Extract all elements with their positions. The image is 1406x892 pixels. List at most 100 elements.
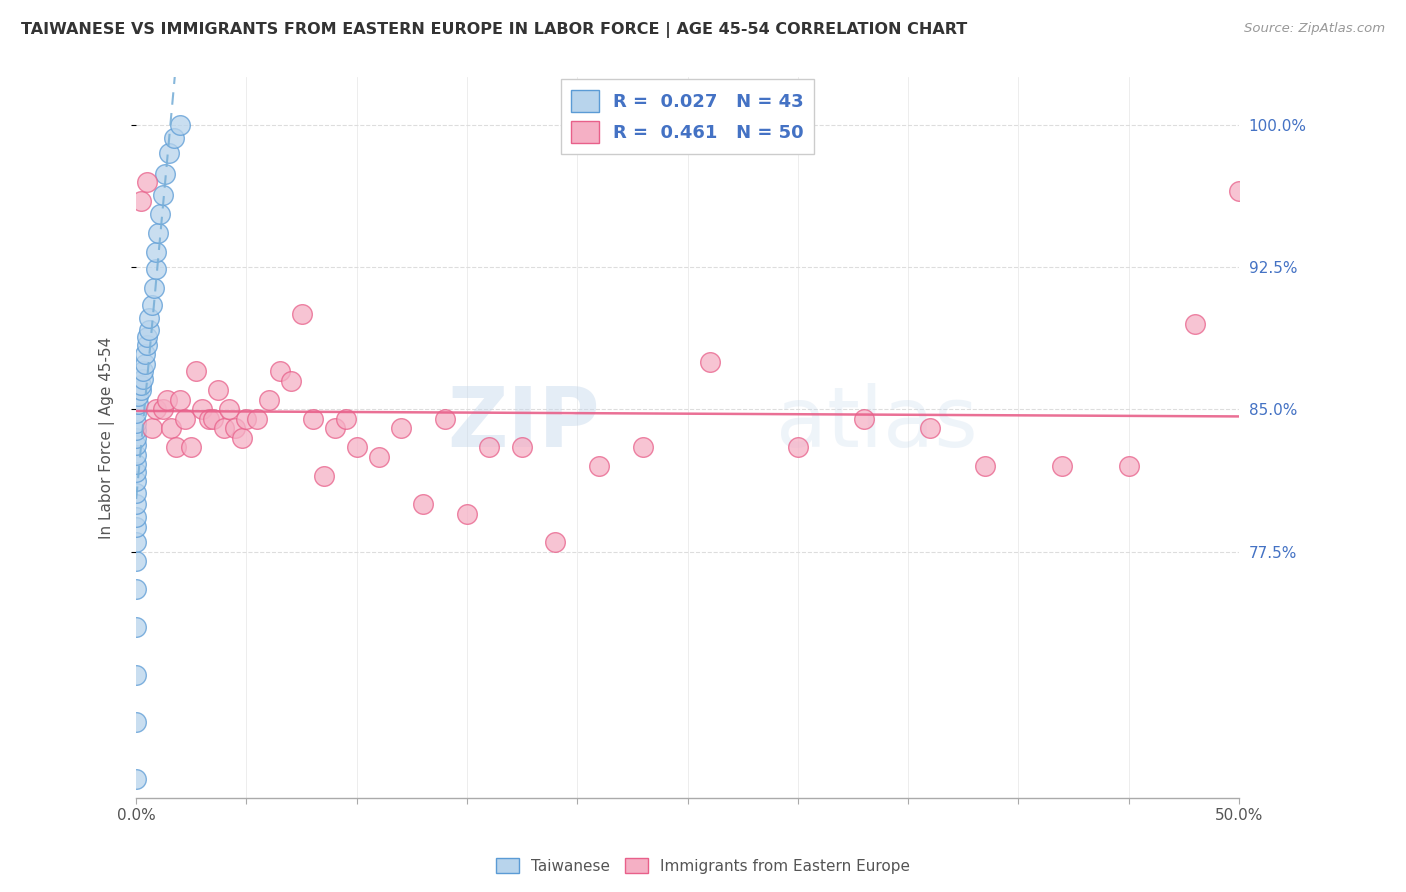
Point (312, 468, 335, 483)
Point (125, 582, 148, 597)
Text: atlas: atlas (776, 383, 977, 464)
Point (141, 298, 163, 312)
Point (134, 347, 156, 361)
Point (125, 772, 148, 786)
Point (125, 510, 148, 524)
Point (224, 421, 246, 435)
Point (191, 402, 214, 417)
Point (125, 497, 148, 511)
Point (125, 475, 148, 489)
Point (125, 554, 148, 568)
Y-axis label: In Labor Force | Age 45-54: In Labor Force | Age 45-54 (100, 336, 115, 539)
Point (125, 485, 148, 500)
Point (180, 440, 202, 454)
Point (367, 450, 389, 464)
Point (280, 374, 302, 388)
Point (633, 440, 655, 454)
Point (125, 438, 148, 452)
Point (141, 421, 163, 435)
Point (125, 448, 148, 462)
Point (269, 364, 291, 378)
Legend: R =  0.027   N = 43, R =  0.461   N = 50: R = 0.027 N = 43, R = 0.461 N = 50 (561, 79, 814, 154)
Point (163, 131, 186, 145)
Point (202, 411, 225, 425)
Point (132, 372, 155, 386)
Point (125, 620, 148, 634)
Point (920, 421, 942, 435)
Point (125, 715, 148, 730)
Point (235, 411, 257, 425)
Point (127, 389, 149, 403)
Point (153, 167, 176, 181)
Point (145, 262, 167, 277)
Point (433, 411, 456, 425)
Point (588, 459, 610, 474)
Point (257, 392, 280, 407)
Legend: Taiwanese, Immigrants from Eastern Europe: Taiwanese, Immigrants from Eastern Europ… (489, 852, 917, 880)
Point (125, 458, 148, 472)
Text: TAIWANESE VS IMMIGRANTS FROM EASTERN EUROPE IN LABOR FORCE | AGE 45-54 CORRELATI: TAIWANESE VS IMMIGRANTS FROM EASTERN EUR… (21, 22, 967, 38)
Point (165, 440, 187, 454)
Point (136, 175, 159, 189)
Point (1184, 317, 1206, 331)
Text: ZIP: ZIP (447, 383, 599, 464)
Point (132, 364, 155, 378)
Point (125, 535, 148, 549)
Point (169, 118, 191, 132)
Point (346, 440, 368, 454)
Point (169, 392, 191, 407)
Point (156, 392, 179, 407)
Point (136, 338, 159, 352)
Point (125, 423, 148, 437)
Point (301, 411, 323, 425)
Point (1227, 184, 1250, 198)
Point (1118, 459, 1140, 474)
Point (125, 668, 148, 682)
Point (1052, 459, 1074, 474)
Point (125, 406, 148, 420)
Point (544, 535, 567, 549)
Point (145, 244, 167, 259)
Point (291, 308, 314, 322)
Point (786, 440, 808, 454)
Point (335, 411, 357, 425)
Point (214, 421, 236, 435)
Point (125, 431, 148, 445)
Point (389, 421, 412, 435)
Point (129, 377, 152, 392)
Point (699, 355, 721, 369)
Point (138, 323, 160, 337)
Point (246, 411, 269, 425)
Point (129, 384, 152, 398)
Point (138, 311, 160, 326)
Point (125, 465, 148, 479)
Point (207, 384, 229, 398)
Point (125, 416, 148, 430)
Point (142, 281, 165, 295)
Text: Source: ZipAtlas.com: Source: ZipAtlas.com (1244, 22, 1385, 36)
Point (148, 226, 170, 240)
Point (157, 146, 180, 161)
Point (323, 421, 346, 435)
Point (149, 207, 172, 221)
Point (160, 421, 183, 435)
Point (198, 411, 221, 425)
Point (853, 411, 876, 425)
Point (173, 411, 195, 425)
Point (136, 330, 159, 344)
Point (152, 188, 174, 202)
Point (510, 440, 533, 454)
Point (974, 459, 997, 474)
Point (152, 402, 174, 417)
Point (412, 497, 434, 511)
Point (478, 440, 501, 454)
Point (145, 402, 167, 417)
Point (127, 396, 149, 410)
Point (129, 194, 152, 208)
Point (231, 431, 253, 445)
Point (456, 507, 478, 521)
Point (184, 364, 207, 378)
Point (134, 357, 156, 371)
Point (218, 402, 240, 417)
Point (125, 520, 148, 534)
